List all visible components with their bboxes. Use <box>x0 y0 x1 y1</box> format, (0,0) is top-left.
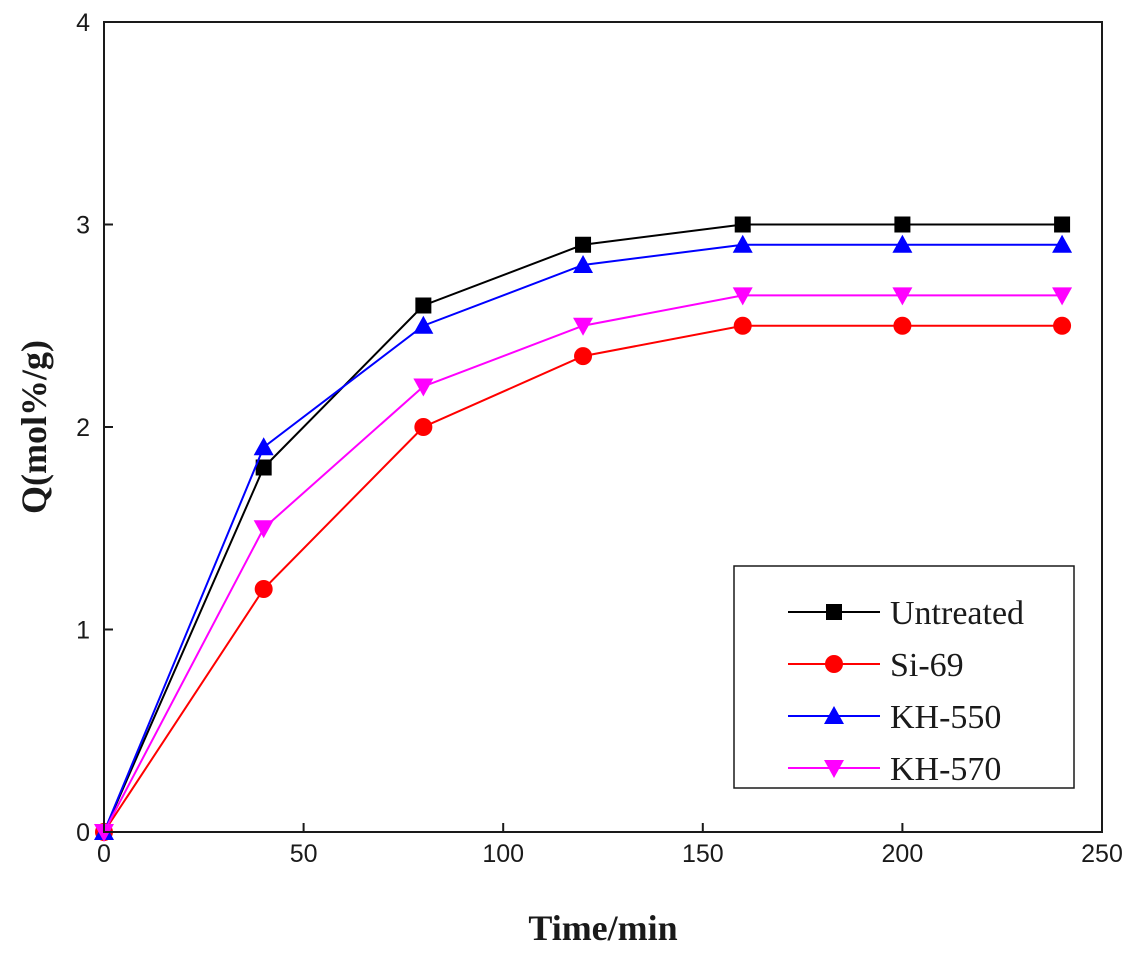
legend-label: Untreated <box>890 595 1024 632</box>
data-point-kh-570 <box>732 287 753 306</box>
data-point-kh-550 <box>892 234 913 253</box>
x-tick-label: 0 <box>97 840 111 868</box>
legend-marker <box>824 706 844 724</box>
data-point-kh-550 <box>732 234 753 253</box>
legend-label: KH-550 <box>890 699 1001 736</box>
data-point-si-69 <box>893 316 912 335</box>
legend-marker <box>825 655 843 673</box>
data-point-untreated <box>734 216 751 233</box>
data-point-untreated <box>894 216 911 233</box>
legend: Untreated Si-69 KH-550 KH-570 <box>733 565 1075 789</box>
data-point-si-69 <box>414 418 433 436</box>
data-point-kh-550 <box>1052 234 1073 253</box>
x-tick-label: 250 <box>1081 840 1123 868</box>
legend-label: Si-69 <box>890 647 964 684</box>
data-point-kh-570 <box>892 287 913 306</box>
data-point-kh-570 <box>253 520 274 539</box>
plot-content <box>94 216 1073 842</box>
y-tick-label: 3 <box>76 212 90 240</box>
y-axis: 0 1 2 3 4 <box>76 9 113 847</box>
data-point-kh-550 <box>413 315 434 334</box>
y-tick-label: 2 <box>76 414 90 442</box>
x-tick-label: 150 <box>682 840 724 868</box>
legend-marker <box>824 760 844 778</box>
data-point-untreated <box>1054 216 1071 233</box>
data-point-kh-550 <box>573 255 594 273</box>
legend-item-kh-550: KH-550 <box>788 699 1001 736</box>
y-axis-title: Q(mol%/g) <box>14 340 54 514</box>
data-point-kh-570 <box>1052 287 1073 306</box>
legend-label: KH-570 <box>890 751 1001 788</box>
data-point-kh-570 <box>573 317 594 336</box>
x-tick-label: 200 <box>882 840 924 868</box>
y-tick-label: 0 <box>76 819 90 847</box>
data-point-untreated <box>255 459 272 476</box>
data-point-kh-570 <box>413 378 434 397</box>
x-tick-label: 50 <box>290 840 318 868</box>
data-point-si-69 <box>574 347 593 366</box>
legend-marker <box>826 604 842 620</box>
legend-item-kh-570: KH-570 <box>788 751 1001 788</box>
legend-box <box>733 565 1075 789</box>
data-point-untreated <box>575 236 592 253</box>
x-axis-title: Time/min <box>528 908 677 948</box>
y-tick-label: 1 <box>76 617 90 645</box>
legend-item-untreated: Untreated <box>788 595 1024 632</box>
x-axis: 0 50 100 150 200 250 <box>97 823 1123 868</box>
y-tick-label: 4 <box>76 9 90 37</box>
legend-item-si-69: Si-69 <box>788 647 964 684</box>
x-tick-label: 100 <box>482 840 524 868</box>
series-untreated <box>96 216 1071 840</box>
data-point-si-69 <box>1053 316 1072 335</box>
data-point-kh-550 <box>253 437 274 456</box>
data-point-untreated <box>415 297 432 314</box>
series-kh-570 <box>94 287 1073 842</box>
data-point-si-69 <box>733 316 752 335</box>
data-point-si-69 <box>254 580 273 598</box>
